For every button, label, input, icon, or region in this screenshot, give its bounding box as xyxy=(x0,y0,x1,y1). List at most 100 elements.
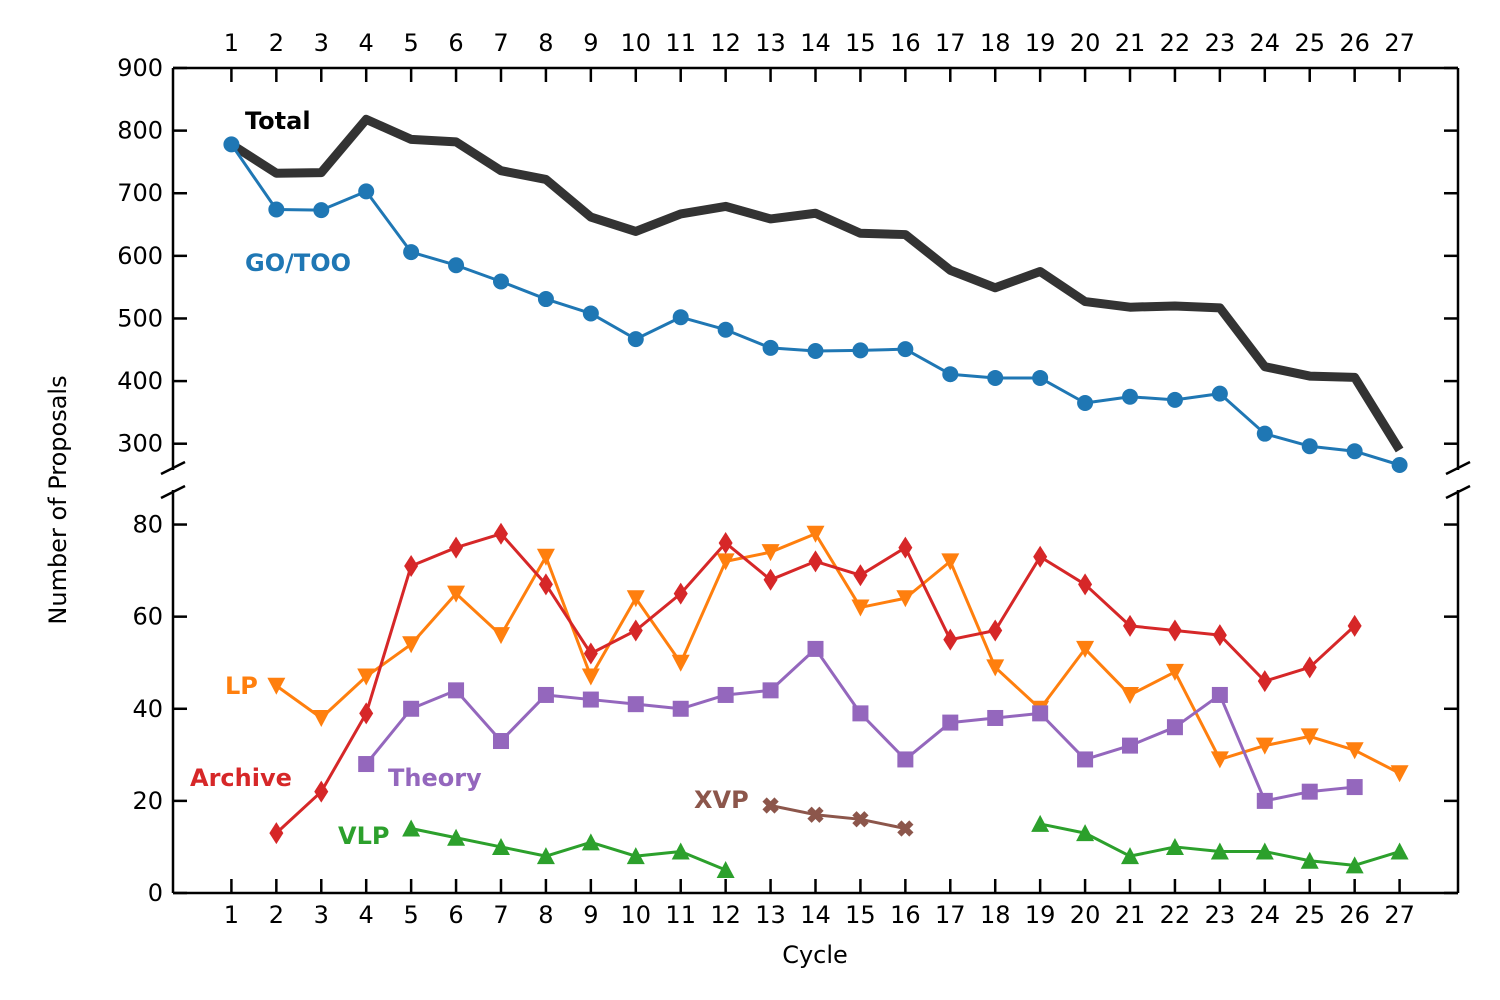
lp-point xyxy=(761,544,780,562)
go-too-line xyxy=(230,143,1401,467)
vlp-line xyxy=(410,827,727,872)
x-tick-label-top: 20 xyxy=(1070,29,1101,57)
x-tick-label-top: 16 xyxy=(890,29,921,57)
go-too-point xyxy=(987,369,1004,386)
archive-point xyxy=(628,619,643,642)
vlp-point xyxy=(447,828,466,846)
y-tick-label: 800 xyxy=(117,117,163,145)
theory-point xyxy=(1211,686,1228,703)
x-tick-label: 8 xyxy=(538,901,553,929)
theory-point xyxy=(358,756,375,773)
theory-point xyxy=(762,682,779,699)
lp-point xyxy=(581,668,600,686)
go-too-point xyxy=(582,305,599,322)
go-too-point xyxy=(268,201,285,218)
total-line xyxy=(228,114,1404,453)
y-axis-label: Number of Proposals xyxy=(44,375,72,624)
x-tick-label-top: 12 xyxy=(710,29,741,57)
vlp-point xyxy=(671,842,690,860)
archive-point xyxy=(269,822,284,845)
go-too-point xyxy=(1211,385,1228,402)
annotation-lp: LP xyxy=(225,672,258,700)
go-too-point xyxy=(807,343,824,360)
x-tick-label-top: 15 xyxy=(845,29,876,57)
archive-point xyxy=(404,554,419,577)
archive-point xyxy=(538,573,553,596)
archive-point xyxy=(359,702,374,725)
archive-point xyxy=(1033,545,1048,568)
annotation-vlp: VLP xyxy=(338,822,389,850)
theory-point xyxy=(852,705,869,722)
x-tick-label-top: 1 xyxy=(224,29,239,57)
lp-point xyxy=(1300,728,1319,746)
x-tick-label: 26 xyxy=(1339,901,1370,929)
go-too-point xyxy=(1122,388,1139,405)
x-tick-label: 27 xyxy=(1384,901,1415,929)
y-tick-label: 20 xyxy=(132,787,163,815)
go-too-point xyxy=(852,342,869,359)
x-tick-label: 25 xyxy=(1294,901,1325,929)
vlp-point xyxy=(1165,837,1184,855)
lp-point xyxy=(671,654,690,672)
y-tick-label: 700 xyxy=(117,179,163,207)
lp-line xyxy=(275,532,1401,775)
y-tick-label: 40 xyxy=(132,695,163,723)
x-tick-label-top: 13 xyxy=(755,29,786,57)
x-tick-label-top: 25 xyxy=(1294,29,1325,57)
theory-point xyxy=(987,709,1004,726)
y-tick-label: 600 xyxy=(117,242,163,270)
lp-point xyxy=(402,636,421,654)
go-too-point xyxy=(358,183,375,200)
vlp-point xyxy=(1300,851,1319,869)
x-tick-label: 11 xyxy=(665,901,696,929)
annotation-theory: Theory xyxy=(388,764,482,792)
go-too-point xyxy=(1391,456,1408,473)
theory-point xyxy=(1122,737,1139,754)
go-too-point xyxy=(762,339,779,356)
x-tick-label-top: 6 xyxy=(448,29,463,57)
x-tick-label: 13 xyxy=(755,901,786,929)
y-tick-label: 900 xyxy=(117,54,163,82)
archive-point xyxy=(1347,614,1362,637)
theory-point xyxy=(492,733,509,750)
lp-point xyxy=(312,709,331,727)
archive-point xyxy=(449,536,464,559)
annotation-archive: Archive xyxy=(190,764,292,792)
theory-line xyxy=(365,647,1355,803)
y-tick-label: 300 xyxy=(117,430,163,458)
x-tick-label: 5 xyxy=(403,901,418,929)
x-tick-label-top: 27 xyxy=(1384,29,1415,57)
lp-point xyxy=(1255,737,1274,755)
annotation-go-too: GO/TOO xyxy=(245,249,351,277)
vlp-point xyxy=(1255,842,1274,860)
x-tick-label: 1 xyxy=(224,901,239,929)
vlp-point xyxy=(1210,842,1229,860)
lp-point xyxy=(941,553,960,571)
theory-point xyxy=(717,686,734,703)
archive-point xyxy=(314,780,329,803)
archive-point xyxy=(763,568,778,591)
lp-point xyxy=(1165,663,1184,681)
theory-point xyxy=(1301,783,1318,800)
lp-point xyxy=(626,590,645,608)
vlp-point xyxy=(1345,856,1364,874)
go-too-point xyxy=(717,321,734,338)
axis-break-mark xyxy=(160,460,186,476)
lp-point xyxy=(1345,742,1364,760)
theory-point xyxy=(1166,719,1183,736)
x-tick-label-top: 9 xyxy=(583,29,598,57)
theory-point xyxy=(1077,751,1094,768)
theory-point xyxy=(897,751,914,768)
go-too-point xyxy=(1032,369,1049,386)
x-tick-label: 21 xyxy=(1115,901,1146,929)
xvp-point xyxy=(897,820,914,837)
archive-point xyxy=(718,531,733,554)
x-tick-label: 6 xyxy=(448,901,463,929)
archive-point xyxy=(988,619,1003,642)
theory-point xyxy=(582,691,599,708)
x-tick-label-top: 26 xyxy=(1339,29,1370,57)
x-tick-label: 19 xyxy=(1025,901,1056,929)
x-tick-label-top: 7 xyxy=(493,29,508,57)
go-too-point xyxy=(313,202,330,219)
